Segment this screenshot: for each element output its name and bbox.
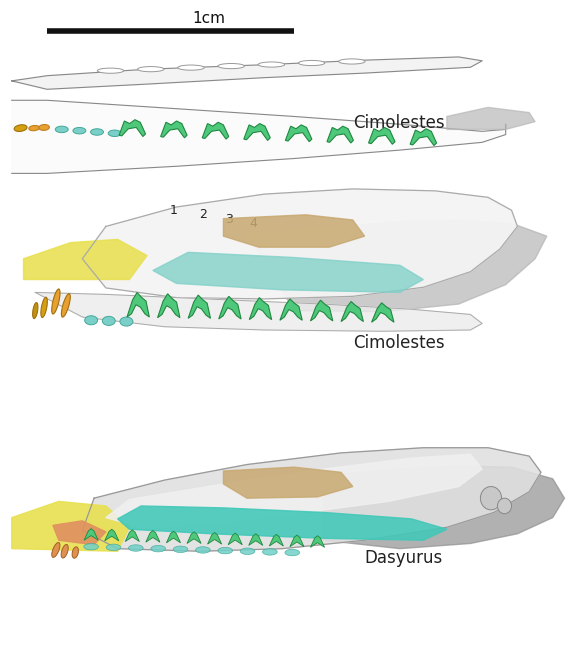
Polygon shape: [161, 121, 187, 138]
Ellipse shape: [258, 62, 285, 67]
Ellipse shape: [106, 544, 121, 551]
Polygon shape: [410, 129, 436, 146]
Ellipse shape: [195, 547, 210, 553]
Ellipse shape: [52, 542, 60, 558]
Polygon shape: [223, 215, 365, 247]
Text: 4: 4: [249, 217, 257, 230]
Polygon shape: [35, 292, 482, 331]
Polygon shape: [53, 521, 106, 545]
Polygon shape: [219, 296, 241, 319]
Ellipse shape: [72, 547, 78, 558]
Polygon shape: [158, 294, 180, 318]
Ellipse shape: [339, 59, 365, 64]
Polygon shape: [106, 454, 482, 527]
Polygon shape: [12, 100, 506, 173]
Ellipse shape: [85, 316, 98, 325]
Ellipse shape: [138, 67, 164, 72]
Text: Cimolestes: Cimolestes: [353, 334, 445, 352]
Ellipse shape: [55, 126, 68, 133]
Polygon shape: [269, 534, 283, 546]
Ellipse shape: [218, 63, 245, 69]
Ellipse shape: [298, 60, 325, 65]
Ellipse shape: [91, 129, 103, 135]
Polygon shape: [228, 533, 242, 545]
Ellipse shape: [84, 543, 98, 550]
Polygon shape: [223, 467, 353, 498]
Ellipse shape: [97, 68, 123, 73]
Polygon shape: [341, 302, 363, 322]
Polygon shape: [119, 120, 146, 137]
Polygon shape: [82, 448, 541, 551]
Circle shape: [497, 498, 512, 514]
Polygon shape: [208, 532, 222, 544]
Ellipse shape: [14, 125, 27, 131]
Ellipse shape: [240, 548, 255, 554]
Polygon shape: [12, 501, 129, 551]
Ellipse shape: [262, 549, 278, 555]
Ellipse shape: [178, 65, 204, 70]
Ellipse shape: [128, 545, 143, 551]
Ellipse shape: [151, 545, 166, 552]
Ellipse shape: [173, 546, 188, 553]
Polygon shape: [310, 300, 333, 321]
Ellipse shape: [39, 124, 49, 131]
Polygon shape: [12, 57, 482, 89]
Polygon shape: [84, 529, 98, 540]
Ellipse shape: [73, 127, 86, 134]
Polygon shape: [188, 295, 211, 318]
Polygon shape: [146, 531, 160, 542]
Ellipse shape: [102, 316, 115, 325]
Polygon shape: [166, 531, 181, 543]
Polygon shape: [249, 298, 272, 320]
Ellipse shape: [285, 549, 299, 556]
Polygon shape: [127, 292, 149, 317]
Polygon shape: [327, 126, 353, 143]
Polygon shape: [105, 529, 119, 541]
Polygon shape: [153, 252, 423, 292]
Polygon shape: [280, 299, 302, 320]
Ellipse shape: [61, 294, 71, 317]
Ellipse shape: [29, 126, 39, 131]
Ellipse shape: [41, 297, 48, 318]
Polygon shape: [247, 220, 547, 312]
Text: 3: 3: [225, 213, 233, 226]
Polygon shape: [290, 535, 304, 547]
Polygon shape: [285, 125, 312, 142]
Polygon shape: [369, 127, 395, 144]
Ellipse shape: [61, 545, 68, 558]
Polygon shape: [118, 506, 447, 540]
Polygon shape: [310, 536, 325, 547]
Text: Dasyurus: Dasyurus: [365, 549, 443, 567]
Polygon shape: [187, 532, 201, 543]
Text: 1cm: 1cm: [192, 11, 225, 26]
Ellipse shape: [120, 317, 133, 326]
Ellipse shape: [218, 547, 232, 554]
Text: 2: 2: [199, 208, 207, 221]
Polygon shape: [447, 107, 535, 129]
Polygon shape: [323, 466, 564, 549]
Polygon shape: [125, 530, 139, 542]
Ellipse shape: [108, 130, 121, 137]
Polygon shape: [372, 303, 394, 322]
Text: Cimolestes: Cimolestes: [353, 114, 445, 132]
Circle shape: [480, 487, 502, 510]
Ellipse shape: [52, 289, 60, 314]
Text: 1: 1: [169, 204, 178, 217]
Polygon shape: [244, 124, 270, 140]
Polygon shape: [82, 189, 517, 299]
Polygon shape: [249, 534, 263, 545]
Polygon shape: [202, 122, 229, 139]
Polygon shape: [24, 239, 147, 280]
Ellipse shape: [33, 303, 38, 318]
